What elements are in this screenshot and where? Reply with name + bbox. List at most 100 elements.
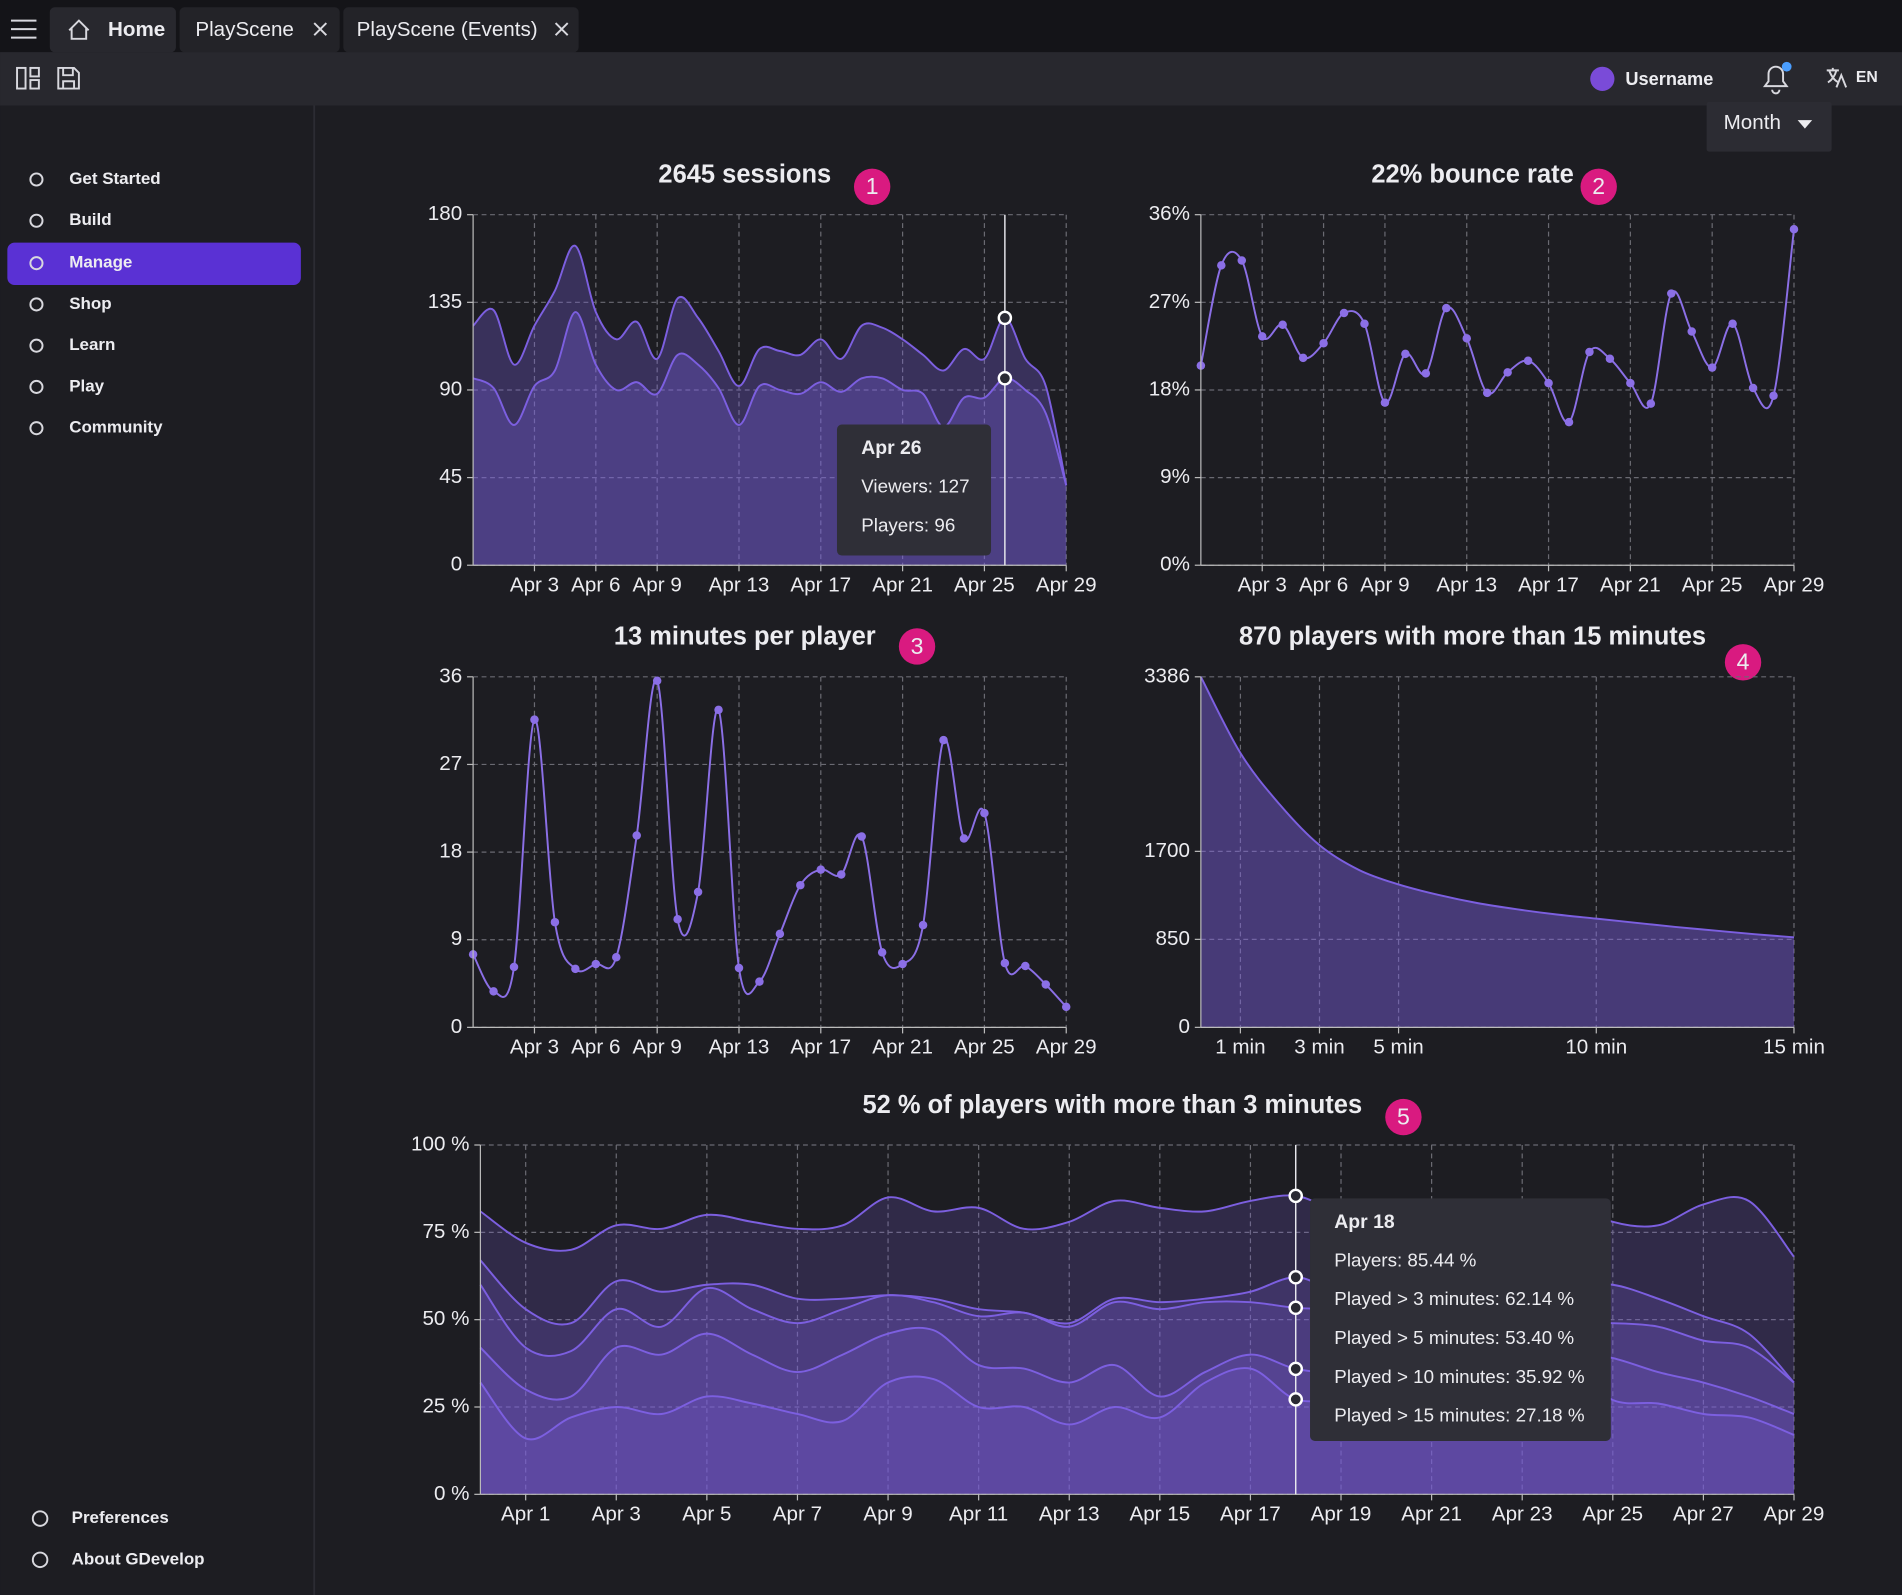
data-point (1605, 354, 1615, 364)
y-tick-label: 75 % (422, 1220, 469, 1243)
x-tick-label: Apr 9 (633, 573, 682, 596)
tab-label[interactable]: PlayScene (Events) (357, 18, 538, 41)
x-tick-label: Apr 7 (773, 1502, 822, 1525)
y-tick-label: 45 (439, 465, 462, 488)
x-tick-label: Apr 13 (1436, 573, 1497, 596)
data-point (1687, 327, 1696, 336)
y-tick-label: 9% (1160, 465, 1190, 488)
y-tick-label: 0 % (434, 1482, 470, 1505)
avatar[interactable] (1590, 66, 1615, 91)
x-tick-label: Apr 3 (510, 1035, 559, 1058)
sidebar-item[interactable]: About GDevelop (72, 1549, 205, 1568)
data-point (1278, 320, 1287, 329)
sidebar-item[interactable]: Shop (69, 294, 111, 313)
username[interactable]: Username (1625, 69, 1713, 89)
x-tick-label: Apr 29 (1036, 573, 1097, 596)
hover-point (1288, 1392, 1304, 1407)
y-tick-label: 1700 (1144, 839, 1190, 862)
data-point (1544, 378, 1553, 388)
sidebar-item[interactable]: Manage (69, 253, 132, 272)
data-point (1442, 303, 1451, 313)
data-point (857, 832, 866, 841)
data-point (652, 676, 662, 685)
sidebar-item[interactable]: Play (69, 376, 104, 395)
data-point (1021, 961, 1030, 971)
x-tick-label: Apr 17 (790, 1035, 851, 1058)
sidebar-icon (29, 172, 44, 187)
data-point (1789, 225, 1799, 234)
x-tick-label: Apr 9 (863, 1502, 912, 1525)
data-point (571, 964, 580, 974)
tooltip-line: Played > 15 minutes: 27.18 % (1334, 1405, 1585, 1426)
data-point (1041, 980, 1051, 989)
x-tick-label: Apr 3 (1238, 573, 1287, 596)
x-tick-label: Apr 15 (1129, 1502, 1190, 1525)
sidebar-item[interactable]: Preferences (72, 1508, 169, 1527)
data-point (898, 959, 907, 969)
sidebar-icon (31, 1551, 49, 1569)
data-point (1523, 356, 1533, 365)
data-point (1298, 353, 1308, 363)
home-icon (68, 19, 90, 40)
tooltip-line: Viewers: 127 (861, 476, 969, 497)
close-icon[interactable] (554, 22, 569, 36)
x-tick-label: Apr 13 (709, 573, 770, 596)
save-icon[interactable] (57, 66, 80, 90)
badge (898, 628, 936, 665)
data-point (1564, 417, 1574, 427)
tooltip-line: Players: 96 (861, 514, 955, 535)
data-point (673, 915, 682, 924)
y-tick-label: 0 (451, 1015, 462, 1038)
tab[interactable] (49, 7, 176, 53)
x-tick-label: Apr 13 (709, 1035, 770, 1058)
y-tick-label: 50 % (422, 1307, 469, 1330)
period-label[interactable]: Month (1724, 111, 1781, 134)
chart-title: 13 minutes per player (614, 623, 876, 651)
y-tick-label: 27% (1149, 290, 1190, 313)
chart: 22% bounce rate 2 0% 9% 18% 27% 36% Apr 3 Apr 6 A… (1149, 161, 1825, 597)
tab[interactable] (179, 7, 340, 53)
language-icon[interactable] (1826, 67, 1848, 88)
x-tick-label: Apr 25 (1582, 1502, 1643, 1525)
tooltip-line: Players: 85.44 % (1334, 1249, 1476, 1270)
panel-icon[interactable] (16, 66, 40, 90)
sidebar-icon (29, 256, 44, 271)
x-tick-label: 3 min (1294, 1035, 1344, 1058)
tab-label[interactable]: Home (108, 18, 165, 41)
x-tick-label: Apr 21 (872, 1035, 933, 1058)
sidebar-item[interactable]: Build (69, 210, 111, 229)
data-point (939, 735, 948, 745)
area-fill (480, 1327, 1794, 1495)
data-point (918, 920, 928, 930)
x-tick-label: Apr 21 (1401, 1502, 1462, 1525)
x-tick-label: Apr 13 (1039, 1502, 1100, 1525)
y-tick-label: 0 (451, 553, 462, 576)
sidebar-item[interactable]: Get Started (69, 169, 160, 188)
series-line (1199, 229, 1795, 424)
data-point (612, 952, 621, 962)
sidebar-item[interactable]: Community (69, 418, 163, 437)
notification-icon[interactable] (1762, 65, 1789, 95)
x-tick-label: Apr 17 (790, 573, 851, 596)
tooltip-line: Played > 3 minutes: 62.14 % (1334, 1288, 1574, 1309)
tab[interactable] (343, 7, 579, 53)
y-tick-label: 0 (1178, 1015, 1189, 1038)
menu-icon[interactable] (10, 19, 37, 39)
sidebar-item[interactable]: Learn (69, 335, 115, 354)
x-tick-label: Apr 11 (949, 1502, 1008, 1525)
chart: 2645 sessions 1 0 45 90 135 180 Apr 3 Apr 6 Apr 9… (428, 161, 1097, 597)
y-tick-label: 9 (451, 927, 462, 950)
x-tick-label: Apr 1 (501, 1502, 550, 1525)
language[interactable]: EN (1856, 69, 1878, 86)
close-icon[interactable] (313, 22, 328, 36)
tab-label[interactable]: PlayScene (195, 18, 294, 41)
period-select[interactable] (1706, 101, 1832, 152)
chart-title: 52 % of players with more than 3 minutes (863, 1091, 1363, 1119)
data-point (1728, 319, 1737, 328)
data-point (1462, 334, 1471, 343)
hover-point (997, 370, 1013, 386)
data-point (1380, 398, 1390, 407)
y-tick-label: 3386 (1144, 664, 1190, 687)
area-fill (1200, 676, 1794, 1028)
data-point (550, 917, 560, 927)
